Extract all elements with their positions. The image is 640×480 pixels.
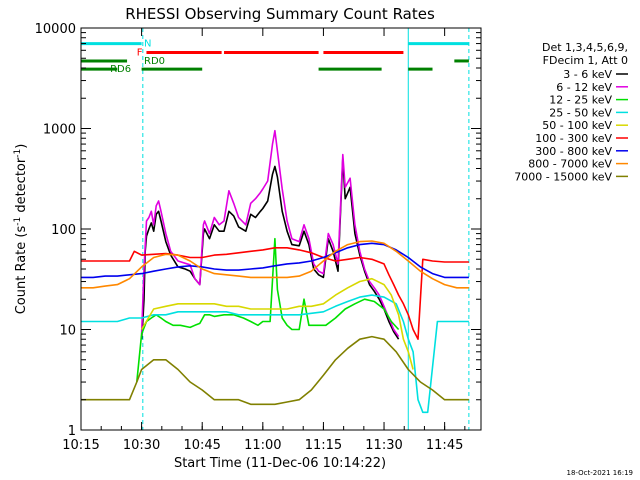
chart-title: RHESSI Observing Summary Count Rates	[125, 5, 435, 23]
y-tick-label: 1000	[43, 123, 76, 138]
series-line-800-7000-kev	[81, 240, 469, 289]
legend-header-line-2: FDecim 1, Att 0	[543, 54, 628, 67]
x-tick-label: 11:45	[426, 438, 463, 453]
y-tick-label: 100	[51, 223, 76, 238]
legend-header-line-1: Det 1,3,4,5,6,9,	[542, 41, 628, 54]
legend-entry-label: 12 - 25 keV	[549, 94, 612, 107]
legend-entry-label: 100 - 300 keV	[535, 132, 612, 145]
x-axis: 10:15 10:30 10:45 11:00 11:15 11:30 11:45	[62, 28, 466, 453]
x-tick-label: 11:00	[244, 438, 281, 453]
flag-label-f: F	[137, 48, 143, 59]
legend: Det 1,3,4,5,6,9, FDecim 1, Att 0 3 - 6 k…	[514, 41, 628, 183]
flag-label-rd6: RD6	[110, 64, 131, 75]
series-line-50-100-kev	[140, 277, 414, 370]
x-tick-label: 11:30	[365, 438, 402, 453]
generation-timestamp: 18-Oct-2021 16:19	[567, 469, 633, 477]
x-tick-label: 11:15	[305, 438, 342, 453]
y-axis: 1 10 100 1000 10000	[35, 22, 481, 439]
x-tick-label: 10:15	[62, 438, 99, 453]
series-line-6-12-kev	[140, 129, 400, 338]
series-layer	[81, 28, 470, 430]
flag-label-n: N	[144, 39, 151, 50]
series-line-3-6-kev	[140, 158, 400, 340]
x-axis-label: Start Time (11-Dec-06 10:14:22)	[174, 456, 386, 471]
legend-entry-label: 6 - 12 keV	[556, 81, 612, 94]
flag-label-rd0: RD0	[144, 56, 165, 67]
y-tick-label: 10	[59, 324, 76, 339]
legend-entry-label: 25 - 50 keV	[549, 106, 612, 119]
legend-entry-label: 7000 - 15000 keV	[514, 170, 612, 183]
series-line-100-300-kev	[81, 247, 469, 340]
y-tick-label: 1	[68, 424, 76, 439]
x-tick-label: 10:30	[123, 438, 160, 453]
legend-entry-label: 300 - 800 keV	[535, 145, 612, 158]
x-tick-label: 10:45	[183, 438, 220, 453]
legend-entry-label: 3 - 6 keV	[563, 68, 612, 81]
series-line-12-25-kev	[136, 237, 400, 383]
legend-entry-label: 800 - 7000 keV	[528, 158, 612, 171]
series-line-25-50-kev	[81, 294, 469, 414]
y-axis-label: Count Rate (s-1 detector-1)	[13, 144, 29, 315]
series-line-300-800-kev	[81, 242, 469, 279]
legend-entry-label: 50 - 100 keV	[542, 119, 612, 132]
y-tick-label: 10000	[35, 22, 76, 37]
series-line-7000-15000-kev	[81, 335, 469, 406]
